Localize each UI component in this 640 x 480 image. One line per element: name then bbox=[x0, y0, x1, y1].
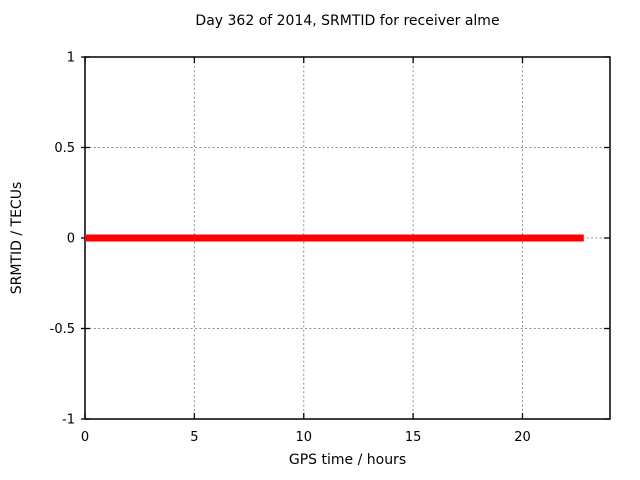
x-tick-label-0: 0 bbox=[81, 430, 89, 445]
x-tick-label-20: 20 bbox=[514, 430, 531, 445]
x-tick-label-5: 5 bbox=[190, 430, 198, 445]
y-tick-label--0.5: -0.5 bbox=[50, 322, 75, 337]
x-tick-label-10: 10 bbox=[295, 430, 312, 445]
y-tick-label-0: 0 bbox=[67, 232, 75, 247]
chart-title: Day 362 of 2014, SRMTID for receiver alm… bbox=[195, 13, 500, 29]
y-tick-label-1: 1 bbox=[67, 51, 75, 66]
x-tick-label-15: 15 bbox=[405, 430, 422, 445]
y-tick-label--1: -1 bbox=[62, 413, 75, 428]
y-tick-label-0.5: 0.5 bbox=[54, 141, 75, 156]
x-axis-label: GPS time / hours bbox=[288, 452, 407, 468]
